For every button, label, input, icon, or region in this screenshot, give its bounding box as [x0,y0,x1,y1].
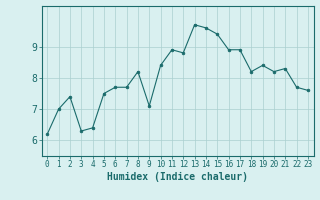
X-axis label: Humidex (Indice chaleur): Humidex (Indice chaleur) [107,172,248,182]
